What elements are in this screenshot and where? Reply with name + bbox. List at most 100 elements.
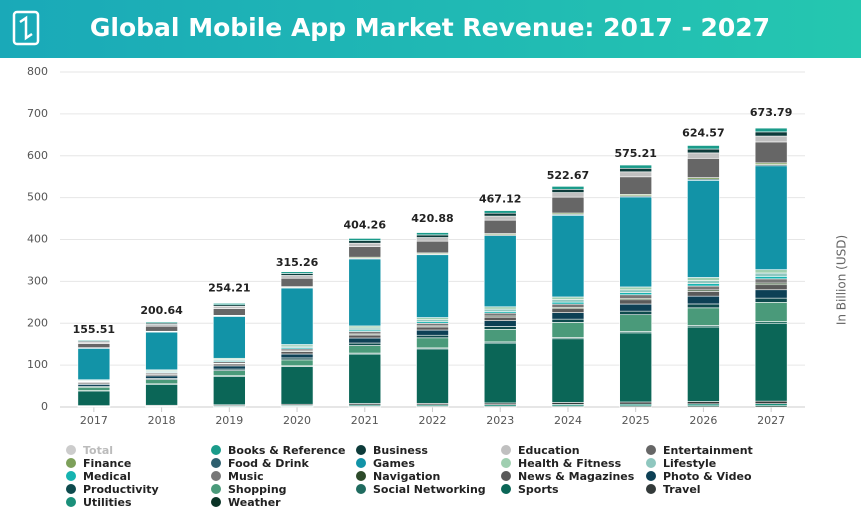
bar-segment <box>754 284 788 291</box>
bar-segment <box>619 164 652 169</box>
bar-segment <box>77 390 111 406</box>
y-tick-label: 800 <box>27 65 48 78</box>
bar-segment <box>416 254 449 318</box>
bar-segment <box>754 403 788 407</box>
legend-marker <box>211 471 221 481</box>
y-tick-label: 600 <box>27 149 48 162</box>
bar-segment <box>77 386 111 391</box>
bar-segment <box>687 180 720 278</box>
bar-segment <box>551 338 585 403</box>
bar-segment <box>416 234 449 238</box>
bar-segment <box>483 342 517 404</box>
x-tick-label: 2026 <box>689 414 717 427</box>
legend-label: Travel <box>663 483 701 496</box>
legend-label: Entertainment <box>663 444 753 457</box>
legend-marker <box>356 484 366 494</box>
legend-marker <box>211 445 221 455</box>
bar-segment <box>551 196 585 214</box>
bar-segment <box>280 287 314 345</box>
total-label: 420.88 <box>411 212 453 225</box>
legend-marker <box>646 458 656 468</box>
legend-label: Education <box>518 444 580 457</box>
legend-label: Lifestyle <box>663 457 716 470</box>
x-tick-label: 2024 <box>554 414 582 427</box>
legend-marker <box>211 484 221 494</box>
legend-marker <box>501 471 511 481</box>
x-tick-label: 2025 <box>622 414 650 427</box>
bar-segment <box>619 310 652 316</box>
bar-segment <box>348 238 382 241</box>
y-tick-label: 300 <box>27 274 48 287</box>
x-tick-label: 2020 <box>283 414 311 427</box>
legend-marker <box>501 484 511 494</box>
bar-segment <box>754 289 788 299</box>
bar-segment <box>348 345 382 354</box>
bar-segment <box>280 275 314 279</box>
bar-segment <box>754 302 788 322</box>
legend-label: Music <box>228 470 264 483</box>
bar-segment <box>687 291 720 297</box>
total-label: 575.21 <box>614 147 656 160</box>
bar-segment <box>348 353 382 404</box>
legend-label: Books & Reference <box>228 444 346 457</box>
bar-segment <box>687 280 720 284</box>
bar-segment <box>348 334 382 339</box>
bar-segment <box>280 277 314 287</box>
bar-segment <box>687 158 720 178</box>
bar-segment <box>483 210 517 214</box>
bar-segment <box>348 240 382 244</box>
total-label: 673.79 <box>750 106 792 119</box>
bar-segment <box>483 312 517 317</box>
bar-segment <box>483 219 517 234</box>
bar-segment <box>754 276 788 280</box>
bar-segment <box>619 176 652 195</box>
bar-segment <box>483 308 517 312</box>
x-tick-label: 2017 <box>80 414 108 427</box>
bar-segment <box>348 246 382 258</box>
bar-segment <box>348 327 382 331</box>
total-label: 200.64 <box>140 304 183 317</box>
bar-segment <box>280 366 314 405</box>
bar-segment <box>754 165 788 270</box>
bar-segment <box>754 297 788 303</box>
total-label: 522.67 <box>547 169 589 182</box>
bar-segment <box>754 400 788 404</box>
bar-segment <box>416 237 449 242</box>
bar-segment <box>416 334 449 339</box>
bar-segment <box>280 271 314 274</box>
bar-segment <box>551 186 585 190</box>
legend-marker <box>646 471 656 481</box>
legend-label: Utilities <box>83 496 132 509</box>
bar-segment <box>687 152 720 159</box>
bar-segment <box>213 303 246 306</box>
bar-segment <box>483 320 517 327</box>
total-label: 404.26 <box>344 219 387 232</box>
bar-segment <box>483 306 517 310</box>
bar-segment <box>416 317 449 320</box>
bar-segment <box>213 306 246 309</box>
bar-segment <box>551 312 585 320</box>
bar-segment <box>619 167 652 173</box>
legend-marker <box>501 458 511 468</box>
legend-label: Finance <box>83 457 131 470</box>
bar-segment <box>483 212 517 217</box>
y-tick-label: 400 <box>27 233 48 246</box>
bar-segment <box>619 332 652 403</box>
bar-segment <box>551 188 585 193</box>
legend-marker <box>356 445 366 455</box>
bar-segment <box>416 240 449 254</box>
legend-label: Navigation <box>373 470 440 483</box>
bar-segment <box>619 314 652 332</box>
y-tick-label: 100 <box>27 358 48 371</box>
bar-segment <box>687 148 720 154</box>
bar-segment <box>416 319 449 323</box>
total-label: 155.51 <box>73 323 115 336</box>
bar-segment <box>348 258 382 327</box>
bar-segment <box>551 299 585 303</box>
legend-marker <box>646 484 656 494</box>
legend-label: Medical <box>83 470 131 483</box>
bar-segment <box>619 292 652 296</box>
bar-segment <box>754 127 788 133</box>
legend-marker <box>66 484 76 494</box>
